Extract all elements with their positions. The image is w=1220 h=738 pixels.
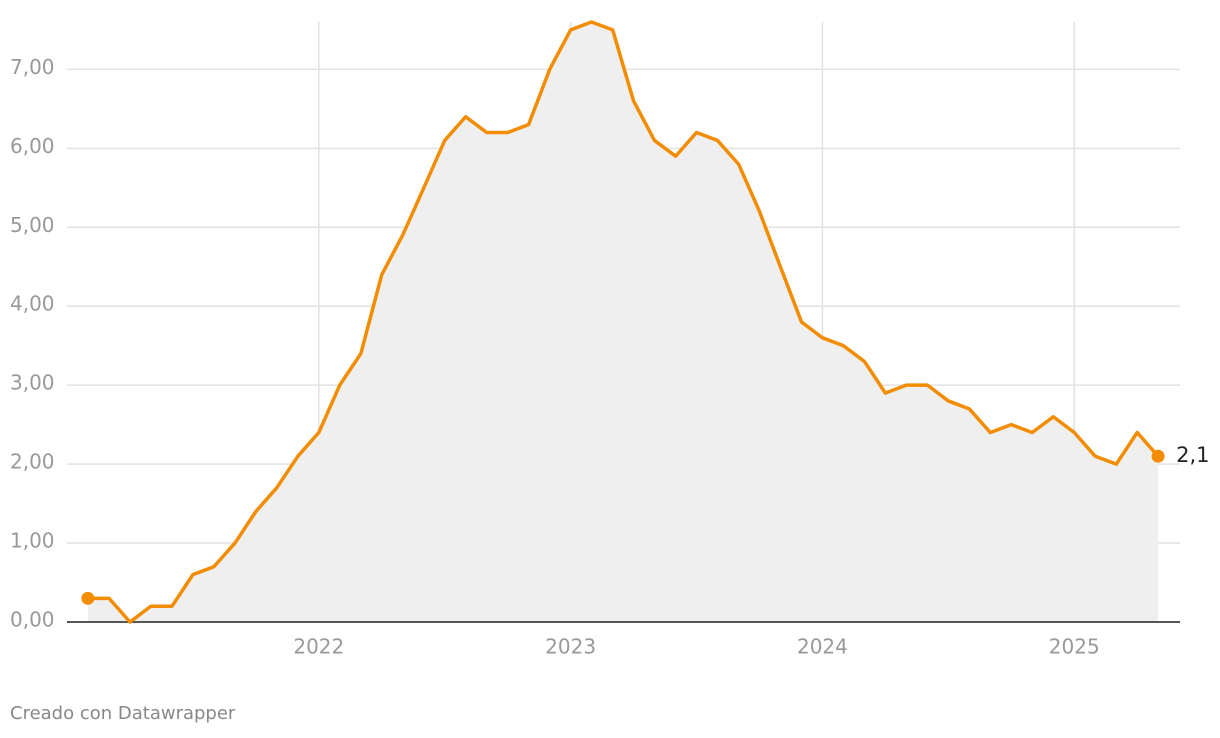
area: [87, 22, 1159, 622]
end-dot: [81, 591, 95, 605]
line: [87, 20, 1160, 624]
y-tick-label: 4,00: [10, 292, 55, 316]
end-dot: [1151, 449, 1165, 463]
y-tick-label: 7,00: [10, 55, 55, 79]
y-tick-label: 2,00: [10, 450, 55, 474]
footer: Creado con Datawrapper: [10, 703, 236, 724]
x-tick-label: 2022: [293, 635, 344, 659]
y-tick-label: 6,00: [10, 134, 55, 158]
y-tick-label: 5,00: [10, 213, 55, 237]
x-tick-label: 2025: [1049, 635, 1100, 659]
x-tick-label: 2023: [545, 635, 596, 659]
y-tick-label: 1,00: [10, 529, 55, 553]
x-tick-label: 2024: [797, 635, 848, 659]
value-label: 2,1: [1176, 443, 1209, 467]
y-tick-label: 3,00: [10, 371, 55, 395]
y-tick-label: 0,00: [10, 608, 55, 632]
